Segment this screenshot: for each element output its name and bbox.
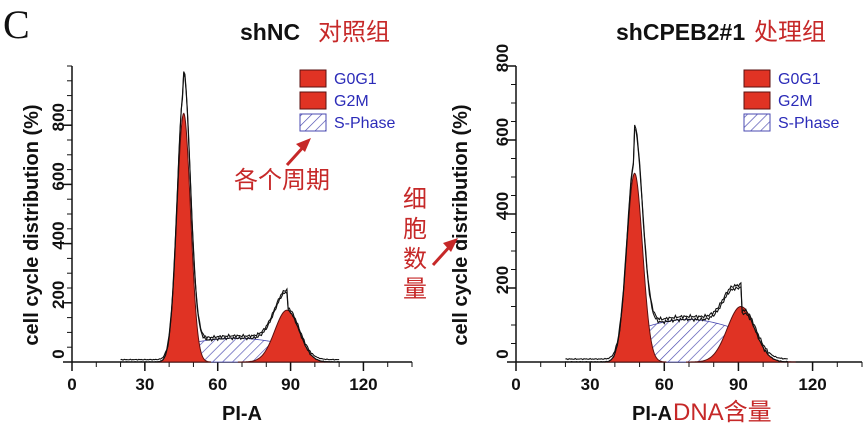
x-axis-label: PI-A xyxy=(222,403,262,425)
histogram-outline xyxy=(120,73,340,363)
chart-title-annotation: 处理组 xyxy=(754,19,826,46)
legend-swatch xyxy=(743,69,771,88)
annotation-text: 量 xyxy=(403,276,427,303)
y-tick-label: 200 xyxy=(493,266,512,294)
y-tick-label: 800 xyxy=(49,103,68,131)
arrow-icon xyxy=(443,238,458,252)
y-tick-label: 0 xyxy=(493,349,512,358)
x-tick-label: 120 xyxy=(349,375,377,394)
annotation-text: 各个周期 xyxy=(234,167,330,194)
chart-title-annotation: 对照组 xyxy=(318,19,390,46)
legend-label: G0G1 xyxy=(334,71,377,88)
arrow-icon xyxy=(296,138,311,152)
chart-shnc: shNC 对照组 cell cycle distribution (%) PI-… xyxy=(21,19,413,425)
y-tick-label: 200 xyxy=(49,281,68,309)
plot-area: 0 30 60 90 120 0 200 400 600 800 G0G1 G2M S-Phase xyxy=(49,65,413,394)
y-tick-label: 400 xyxy=(493,192,512,220)
y-tick-label: 0 xyxy=(49,349,68,358)
legend-label: G2M xyxy=(334,93,369,110)
legend-swatch xyxy=(299,91,327,110)
legend-label: G2M xyxy=(778,93,813,110)
y-axis-label: cell cycle distribution (%) xyxy=(21,104,43,345)
x-tick-label: 60 xyxy=(655,375,674,394)
histogram-outline xyxy=(120,71,340,361)
annotation-each-phase: 各个周期 xyxy=(234,138,330,194)
y-tick-label: 800 xyxy=(493,44,512,72)
x-tick-label: 0 xyxy=(67,375,76,394)
annotation-text: 数 xyxy=(403,246,427,273)
annotation-text: 细 xyxy=(403,186,427,213)
legend-label: G0G1 xyxy=(778,71,821,88)
chart-title: shNC xyxy=(240,19,300,45)
panel-letter: C xyxy=(3,2,30,47)
x-tick-label: 90 xyxy=(729,375,748,394)
plot-area: 0 30 60 90 120 0 200 400 600 800 G0G1 G2M S-Phase xyxy=(493,44,863,394)
y-tick-label: 400 xyxy=(49,221,68,249)
legend-swatch xyxy=(743,91,771,110)
x-axis-label-annotation: DNA含量 xyxy=(673,399,772,426)
chart-shcpeb2: shCPEB2#1 处理组 cell cycle distribution (%… xyxy=(450,19,863,426)
x-axis-label: PI-A xyxy=(632,403,672,425)
histogram-outline xyxy=(565,124,788,361)
x-tick-label: 60 xyxy=(208,375,227,394)
chart-title: shCPEB2#1 xyxy=(616,19,745,45)
series-g0g1 xyxy=(156,112,212,363)
legend-label: S-Phase xyxy=(778,115,839,132)
legend-swatch xyxy=(743,113,771,132)
y-tick-label: 600 xyxy=(49,162,68,190)
histogram-outline xyxy=(565,128,789,363)
y-tick-label: 600 xyxy=(493,118,512,146)
legend-swatch xyxy=(299,113,327,132)
x-tick-label: 30 xyxy=(581,375,600,394)
x-tick-label: 0 xyxy=(511,375,520,394)
annotation-text: 胞 xyxy=(403,216,427,243)
legend-label: S-Phase xyxy=(334,115,395,132)
legend-swatch xyxy=(299,69,327,88)
annotation-cell-count: 细 胞 数 量 xyxy=(403,186,458,303)
y-axis-label: cell cycle distribution (%) xyxy=(450,104,472,345)
x-tick-label: 30 xyxy=(135,375,154,394)
x-tick-label: 90 xyxy=(281,375,300,394)
x-tick-label: 120 xyxy=(798,375,826,394)
